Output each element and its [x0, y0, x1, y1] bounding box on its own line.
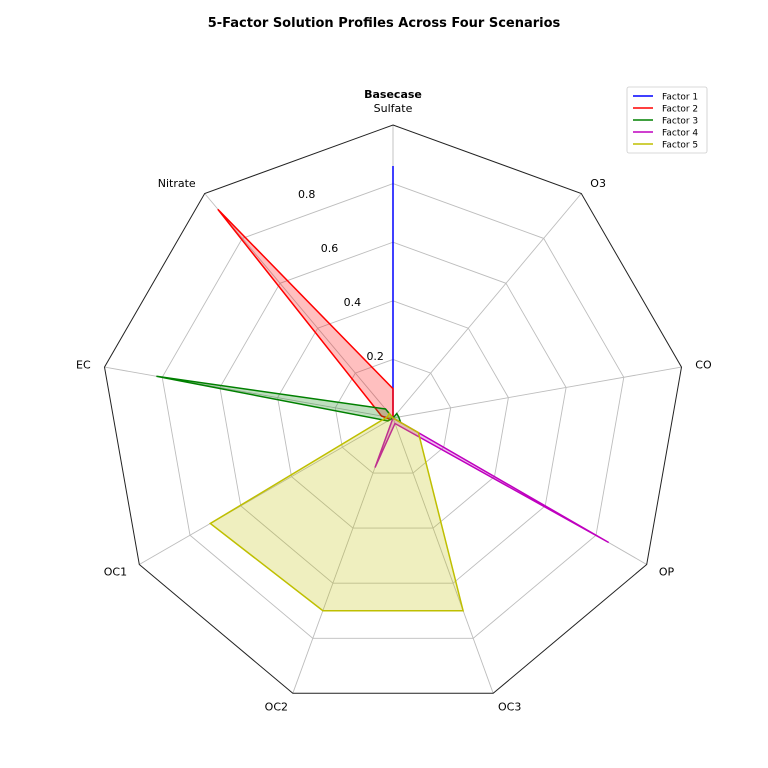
grid-spoke: [392, 417, 494, 694]
legend-label-factor-5: Factor 5: [662, 141, 698, 151]
grid-ring: [219, 241, 567, 584]
grid-spoke: [392, 366, 682, 419]
series-area-factor-2: [217, 209, 393, 420]
r-tick-label: 0.2: [366, 350, 384, 363]
axis-label-o3: O3: [590, 177, 606, 190]
legend-label-factor-3: Factor 3: [662, 117, 698, 127]
axis-label-nitrate: Nitrate: [158, 177, 196, 190]
legend: Factor 1 Factor 2 Factor 3 Factor 4 Factor 5: [626, 86, 708, 154]
axis-label-sulfate: Sulfate: [374, 102, 413, 115]
r-tick-label: 0.4: [344, 296, 362, 309]
r-tick-label: 0.8: [298, 188, 316, 201]
axis-label-op: OP: [659, 566, 675, 579]
grid-spoke: [104, 366, 394, 419]
grid-spoke: [204, 193, 394, 419]
outer-frame: [103, 124, 683, 694]
grid-ring: [334, 358, 452, 474]
legend-box: [626, 86, 708, 154]
series-line-factor-4: [374, 416, 610, 544]
axis-label-oc3: OC3: [498, 701, 521, 714]
grid-ring: [277, 300, 509, 529]
axis-label-oc2: OC2: [265, 701, 288, 714]
axis-label-oc1: OC1: [104, 566, 127, 579]
series-area-factor-5: [210, 413, 464, 611]
grid-spoke: [392, 193, 582, 419]
legend-label-factor-4: Factor 4: [662, 129, 698, 139]
chart-title: 5-Factor Solution Profiles Across Four S…: [208, 16, 561, 31]
grid-spoke: [139, 417, 394, 565]
legend-label-factor-1: Factor 1: [662, 93, 698, 103]
subplot-title: Basecase: [364, 88, 422, 101]
series-line-factor-5: [208, 412, 465, 612]
axis-label-co: CO: [695, 359, 712, 372]
grid-ring: [161, 183, 625, 639]
r-tick-label: 0.6: [321, 242, 339, 255]
legend-label-factor-2: Factor 2: [662, 105, 698, 115]
axis-label-ec: EC: [76, 359, 91, 372]
